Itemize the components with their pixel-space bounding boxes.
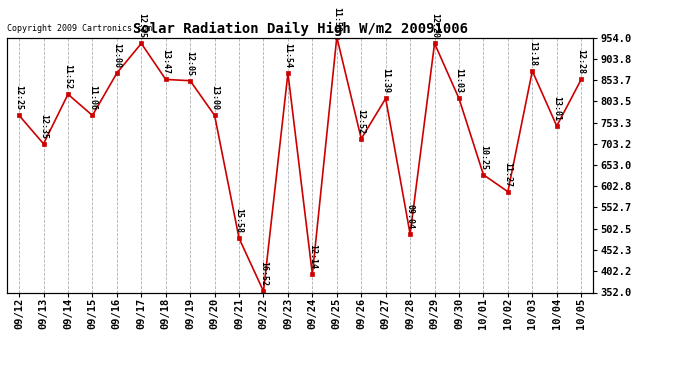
Text: 12:35: 12:35: [137, 13, 146, 38]
Text: 12:25: 12:25: [14, 86, 23, 110]
Text: Copyright 2009 Cartronics.com: Copyright 2009 Cartronics.com: [7, 24, 152, 33]
Text: 11:54: 11:54: [284, 43, 293, 68]
Text: 12:00: 12:00: [112, 43, 121, 68]
Text: 13:18: 13:18: [528, 41, 537, 66]
Text: 12:05: 12:05: [186, 51, 195, 76]
Title: Solar Radiation Daily High W/m2 20091006: Solar Radiation Daily High W/m2 20091006: [132, 22, 468, 36]
Text: 11:03: 11:03: [455, 68, 464, 93]
Text: 16:52: 16:52: [259, 261, 268, 286]
Text: 13:47: 13:47: [161, 50, 170, 74]
Text: 10:25: 10:25: [479, 145, 488, 170]
Text: 13:01: 13:01: [552, 96, 561, 121]
Text: 15:58: 15:58: [235, 208, 244, 233]
Text: 12:35: 12:35: [39, 114, 48, 139]
Text: 12:28: 12:28: [577, 50, 586, 74]
Text: 11:52: 11:52: [63, 64, 72, 89]
Text: 11:27: 11:27: [504, 162, 513, 187]
Text: 11:39: 11:39: [381, 68, 390, 93]
Text: 09:04: 09:04: [406, 204, 415, 229]
Text: 12:20: 12:20: [430, 13, 439, 38]
Text: 11:50: 11:50: [333, 7, 342, 32]
Text: 12:14: 12:14: [308, 244, 317, 269]
Text: 12:52: 12:52: [357, 109, 366, 134]
Text: 13:00: 13:00: [210, 86, 219, 110]
Text: 11:06: 11:06: [88, 86, 97, 110]
